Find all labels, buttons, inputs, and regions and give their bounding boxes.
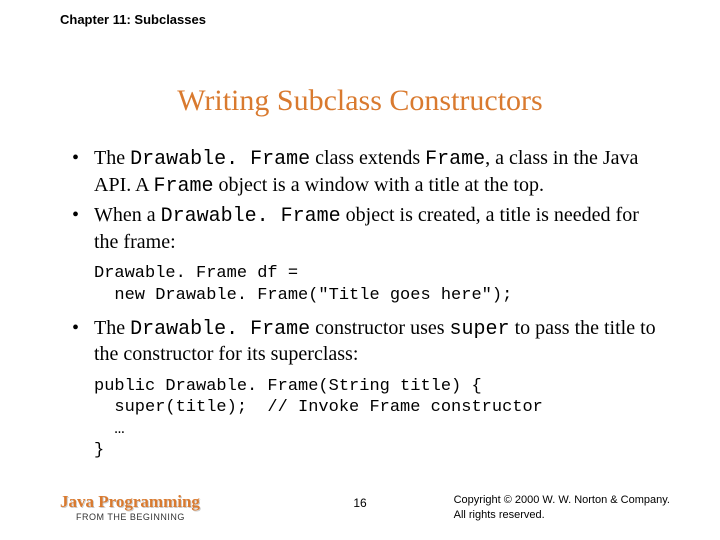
- code-inline: Drawable. Frame: [130, 148, 310, 171]
- slide-title: Writing Subclass Constructors: [0, 84, 720, 118]
- code-inline: Frame: [425, 148, 485, 171]
- bullet-3: • The Drawable. Frame constructor uses s…: [72, 316, 662, 368]
- code-block-2: public Drawable. Frame(String title) { s…: [94, 376, 662, 461]
- text: The: [94, 147, 130, 169]
- code-inline: Frame: [153, 175, 213, 198]
- code-inline: Drawable. Frame: [161, 205, 341, 228]
- text: When a: [94, 204, 161, 226]
- footer-copyright: Copyright © 2000 W. W. Norton & Company.…: [454, 493, 670, 522]
- copyright-line-1: Copyright © 2000 W. W. Norton & Company.: [454, 493, 670, 507]
- code-inline: Drawable. Frame: [130, 318, 310, 341]
- code-block-1: Drawable. Frame df = new Drawable. Frame…: [94, 263, 662, 306]
- text: object is a window with a title at the t…: [213, 174, 544, 196]
- text: constructor uses: [310, 317, 449, 339]
- text: The: [94, 317, 130, 339]
- copyright-line-2: All rights reserved.: [454, 508, 670, 522]
- footer-subtitle: FROM THE BEGINNING: [76, 512, 200, 522]
- body-content: • The Drawable. Frame class extends Fram…: [72, 146, 662, 471]
- text: class extends: [310, 147, 425, 169]
- code-inline: super: [450, 318, 510, 341]
- bullet-text: The Drawable. Frame class extends Frame,…: [94, 146, 662, 199]
- bullet-2: • When a Drawable. Frame object is creat…: [72, 203, 662, 255]
- bullet-text: The Drawable. Frame constructor uses sup…: [94, 316, 662, 368]
- chapter-header: Chapter 11: Subclasses: [60, 12, 206, 27]
- bullet-marker: •: [72, 203, 94, 255]
- bullet-marker: •: [72, 316, 94, 368]
- bullet-text: When a Drawable. Frame object is created…: [94, 203, 662, 255]
- bullet-marker: •: [72, 146, 94, 199]
- bullet-1: • The Drawable. Frame class extends Fram…: [72, 146, 662, 199]
- footer: Java Programming FROM THE BEGINNING 16 C…: [0, 486, 720, 526]
